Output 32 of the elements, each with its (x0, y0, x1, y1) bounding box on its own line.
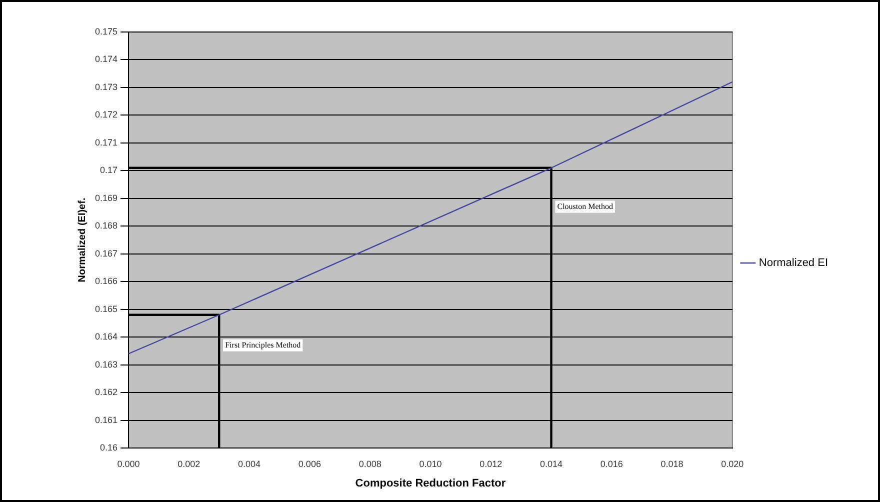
y-tick-label: 0.171 (94, 137, 118, 148)
x-tick-label: 0.010 (419, 458, 442, 469)
y-tick-label: 0.163 (94, 359, 118, 370)
y-tick-label: 0.17 (100, 165, 118, 176)
x-tick-label: 0.000 (117, 458, 140, 469)
y-axis-title: Normalized (EI)ef. (76, 198, 88, 282)
x-tick-label: 0.012 (480, 458, 502, 469)
x-tick-label: 0.006 (298, 458, 321, 469)
y-tick-label: 0.169 (94, 192, 118, 203)
annotation: First Principles Method (225, 340, 301, 350)
x-tick-label: 0.020 (721, 458, 744, 469)
y-tick-label: 0.16 (100, 442, 118, 452)
annotation: Clouston Method (557, 202, 614, 211)
y-tick-label: 0.165 (94, 304, 118, 314)
x-tick-label: 0.004 (238, 458, 261, 469)
y-tick-label: 0.161 (94, 414, 118, 425)
y-tick-label: 0.174 (94, 54, 118, 64)
y-tick-label: 0.168 (94, 220, 118, 231)
y-tick-label: 0.167 (94, 248, 118, 258)
x-axis-title: Composite Reduction Factor (355, 477, 506, 490)
x-tick-label: 0.002 (178, 458, 200, 469)
x-tick-label: 0.018 (660, 458, 684, 469)
y-tick-label: 0.172 (94, 110, 118, 120)
legend-label: Normalized EI (758, 257, 828, 270)
y-tick-label: 0.164 (94, 332, 118, 342)
y-tick-label: 0.173 (94, 82, 118, 92)
x-tick-label: 0.014 (540, 458, 563, 469)
y-tick-label: 0.162 (94, 387, 118, 398)
x-tick-label: 0.008 (358, 458, 382, 469)
y-tick-label: 0.175 (94, 26, 118, 36)
x-tick-label: 0.016 (600, 458, 623, 469)
y-tick-label: 0.166 (94, 276, 118, 286)
